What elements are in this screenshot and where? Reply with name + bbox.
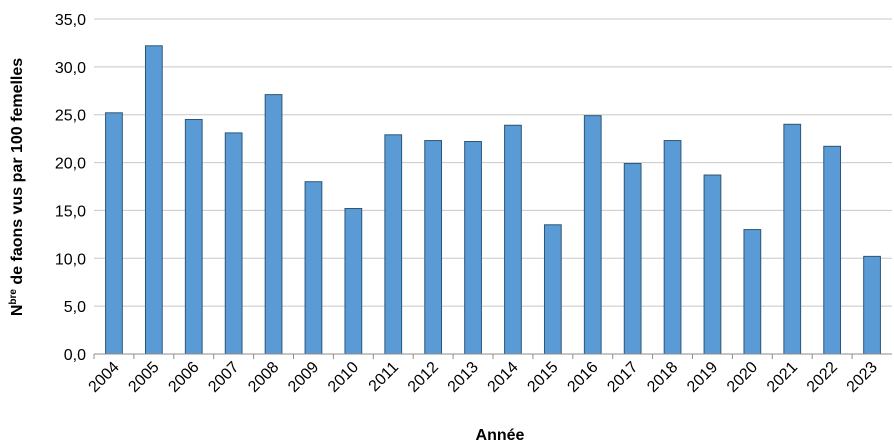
y-axis-title: Nbre de faons vus par 100 femelles bbox=[8, 58, 26, 316]
x-tick-label-2015: 2015 bbox=[524, 359, 561, 396]
bar-2022 bbox=[823, 145, 842, 355]
bar-2013 bbox=[464, 141, 482, 355]
bar-2014 bbox=[504, 124, 522, 355]
y-tick-label: 0,0 bbox=[64, 347, 86, 364]
y-tick-label: 15,0 bbox=[55, 203, 86, 220]
x-tick-label-2004: 2004 bbox=[86, 359, 123, 396]
bar-2012 bbox=[424, 140, 443, 355]
bar-2019 bbox=[703, 174, 722, 355]
x-tick-label-2011: 2011 bbox=[366, 359, 402, 395]
bar-2007 bbox=[224, 132, 243, 355]
bar-2010 bbox=[344, 208, 363, 355]
bar-2015 bbox=[543, 224, 562, 355]
y-tick-label: 20,0 bbox=[55, 156, 86, 173]
bar-2005 bbox=[144, 45, 163, 355]
x-tick-label-2005: 2005 bbox=[125, 359, 162, 396]
bar-2020 bbox=[743, 229, 762, 355]
bar-2006 bbox=[184, 119, 203, 355]
bar-2004 bbox=[105, 112, 123, 355]
x-axis-ticks: 2004 2005 2006 2007 2008 2009 2010 2011 2012 2013… bbox=[86, 354, 881, 396]
x-tick-label-2021: 2021 bbox=[764, 359, 801, 396]
y-axis-title-suffix: de faons vus par 100 femelles bbox=[9, 58, 26, 289]
y-tick-label: 30,0 bbox=[55, 60, 86, 77]
x-tick-label-2014: 2014 bbox=[485, 359, 522, 396]
x-tick-label-2012: 2012 bbox=[405, 359, 442, 396]
x-tick-label-2022: 2022 bbox=[804, 359, 841, 396]
x-tick-label-2019: 2019 bbox=[684, 359, 721, 396]
bar-2009 bbox=[304, 181, 323, 355]
x-tick-label-2006: 2006 bbox=[165, 359, 202, 396]
x-tick-label-2020: 2020 bbox=[724, 359, 761, 396]
y-tick-label: 25,0 bbox=[55, 108, 86, 125]
x-tick-label-2018: 2018 bbox=[644, 359, 681, 396]
y-axis-title-superscript: bre bbox=[8, 289, 19, 305]
y-axis-ticks: 0,0 5,0 10,0 15,0 20,0 25,0 30,0 35,0 bbox=[55, 12, 86, 364]
y-tick-label: 5,0 bbox=[64, 299, 86, 316]
bar-2018 bbox=[663, 140, 682, 355]
gridlines bbox=[94, 18, 892, 307]
x-tick-label-2010: 2010 bbox=[325, 359, 362, 396]
x-axis-title: Année bbox=[476, 427, 525, 444]
x-tick-label-2007: 2007 bbox=[205, 359, 242, 396]
y-axis-title-prefix: N bbox=[9, 305, 26, 317]
bar-2011 bbox=[384, 134, 403, 355]
bar-2023 bbox=[863, 255, 881, 355]
x-tick-label-2023: 2023 bbox=[844, 359, 881, 396]
bar-2017 bbox=[623, 163, 642, 355]
bars bbox=[105, 45, 881, 355]
bar-2008 bbox=[264, 94, 283, 355]
bar-2021 bbox=[783, 123, 802, 355]
y-tick-label: 35,0 bbox=[55, 12, 86, 29]
y-tick-label: 10,0 bbox=[55, 251, 86, 268]
x-tick-label-2016: 2016 bbox=[564, 359, 601, 396]
bar-2016 bbox=[583, 115, 602, 355]
x-tick-label-2008: 2008 bbox=[245, 359, 282, 396]
x-tick-label-2017: 2017 bbox=[604, 359, 641, 396]
x-tick-label-2013: 2013 bbox=[445, 359, 482, 396]
x-tick-label-2009: 2009 bbox=[285, 359, 322, 396]
